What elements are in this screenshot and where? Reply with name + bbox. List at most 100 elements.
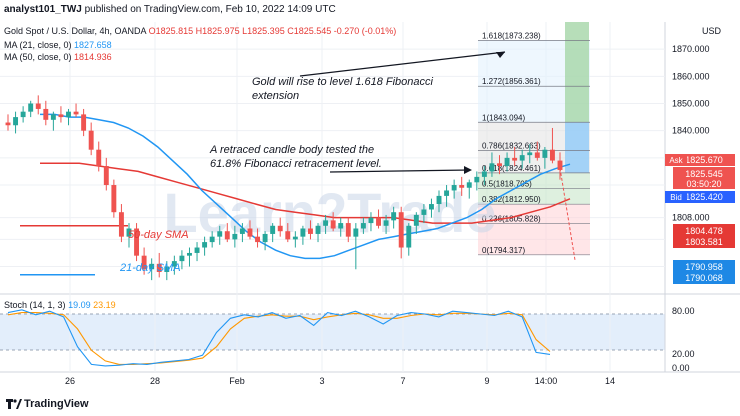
candle-body [421, 209, 427, 215]
time-tick-label: Feb [229, 376, 245, 386]
candle-body [330, 220, 336, 229]
candle-body [149, 263, 155, 270]
candle-body [202, 242, 208, 248]
ma50-label: MA (50, close, 0) [4, 52, 72, 62]
candle-body [391, 212, 397, 221]
annotation-retraced-line2: 61.8% Fibonacci retracement level. [210, 158, 382, 170]
candle-body [171, 261, 177, 267]
fib-level-label: 1.618(1873.238) [482, 31, 541, 40]
candle-body [73, 111, 79, 115]
fib-level-label: 1(1843.094) [482, 113, 525, 122]
candle-body [5, 122, 11, 126]
candle-body [28, 103, 34, 112]
tradingview-logo-icon [6, 399, 22, 409]
arrow-head-fib-ext [496, 52, 505, 58]
candle-body [338, 223, 344, 229]
time-tick-label: 3 [319, 376, 324, 386]
fib-red-zone [478, 204, 590, 255]
stoch-legend[interactable]: Stoch (14, 1, 3) 19.09 23.19 [4, 300, 116, 310]
red-price-1: 1804.478 [685, 226, 723, 236]
candle-body [466, 182, 472, 188]
candle-body [368, 217, 374, 224]
candle-body [459, 185, 465, 188]
candle-body [519, 155, 525, 161]
publish-info: published on TradingView.com, Feb 10, 20… [84, 4, 336, 15]
fib-zone: 1.618(1873.238) 1.272(1856.361) 1(1843.094… [478, 22, 590, 256]
candle-body [164, 266, 170, 272]
ma50-legend[interactable]: MA (50, close, 0) 1814.936 [4, 52, 112, 62]
candle-body [444, 190, 450, 196]
candle-body [285, 231, 291, 240]
candle-body [489, 163, 495, 172]
candle-body [360, 223, 366, 229]
fib-level-label: 0(1794.317) [482, 246, 525, 255]
candles [5, 95, 563, 281]
projection-dashed-line [559, 167, 576, 261]
ma50-value: 1814.936 [74, 52, 112, 62]
publish-header: analyst101_TWJ published on TradingView.… [4, 4, 336, 15]
candle-body [35, 103, 41, 109]
time-axis: 26 28 Feb 3 7 9 14:00 14 [65, 376, 615, 386]
blue-price-2: 1790.068 [685, 273, 723, 283]
bid-tag-box [665, 191, 687, 203]
candle-body [277, 225, 283, 232]
ma21-label: MA (21, close, 0) [4, 40, 72, 50]
last-price-box [673, 167, 735, 189]
candle-body [247, 228, 253, 237]
symbol-title[interactable]: Gold Spot / U.S. Dollar, 4h, OANDA [4, 26, 147, 36]
stoch-k-line [7, 309, 551, 367]
stoch-k-value: 19.09 [68, 300, 91, 310]
candle-body [118, 212, 124, 237]
blue-price-1: 1790.958 [685, 262, 723, 272]
stoch-d-value: 23.19 [93, 300, 116, 310]
annotation-gold-rise-line2: extension [252, 90, 299, 102]
ma50-line [40, 162, 571, 224]
tradingview-footer[interactable]: TradingView [6, 398, 89, 410]
candle-body [527, 152, 533, 156]
candle-body [20, 111, 26, 118]
stoch-tick-label: 20.00 [672, 349, 695, 359]
time-tick-label: 14:00 [535, 376, 558, 386]
moving-averages [20, 113, 571, 276]
ma21-line [40, 113, 571, 260]
candle-body [88, 130, 94, 150]
candle-body [292, 236, 298, 240]
fib-level-label: 0.618(1824.461) [482, 164, 541, 173]
candle-body [451, 185, 457, 191]
time-tick-label: 14 [605, 376, 615, 386]
candle-body [398, 212, 404, 248]
candle-body [428, 204, 434, 210]
ask-price-box [673, 154, 735, 166]
ask-price-label: 1825.670 [685, 155, 723, 165]
candle-body [66, 111, 71, 118]
stoch-tick-label: 0.00 [672, 363, 690, 373]
arrow-head-retraced [464, 166, 472, 174]
candle-body [194, 247, 200, 253]
candle-body [239, 228, 245, 234]
author-name[interactable]: analyst101_TWJ [4, 4, 82, 15]
stoch-tick-label: 80.00 [672, 306, 695, 316]
annotations: Gold will rise to level 1.618 Fibonacci e… [119, 51, 576, 274]
stoch-label: Stoch (14, 1, 3) [4, 300, 66, 310]
ma21-legend[interactable]: MA (21, close, 0) 1827.658 [4, 40, 112, 50]
red-price-2: 1803.581 [685, 237, 723, 247]
candle-body [134, 228, 140, 256]
currency-label: USD [702, 26, 722, 36]
symbol-legend: Gold Spot / U.S. Dollar, 4h, OANDA O1825… [4, 26, 396, 36]
candle-body [111, 185, 117, 213]
fib-level-label: 0.786(1832.663) [482, 142, 541, 151]
candle-body [474, 176, 480, 183]
candle-body [232, 233, 238, 240]
candle-body [557, 160, 563, 170]
ask-tag-label: Ask [669, 156, 683, 165]
price-tick-label: 1840.000 [672, 126, 710, 136]
candle-body [323, 220, 329, 226]
candle-body [224, 231, 230, 240]
ask-tag-box [665, 154, 687, 166]
candle-body [43, 108, 49, 120]
fib-level-label: 0.382(1812.950) [482, 195, 541, 204]
candle-body [549, 149, 555, 161]
time-tick-label: 7 [400, 376, 405, 386]
